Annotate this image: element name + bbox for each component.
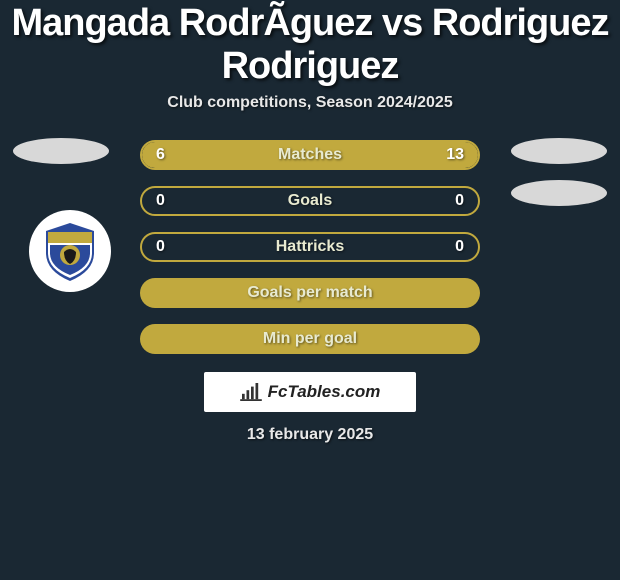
- stat-label: Min per goal: [140, 330, 480, 348]
- watermark-badge[interactable]: FcTables.com: [204, 372, 416, 412]
- stat-bar: 0 Goals 0: [140, 186, 480, 216]
- stat-bar: 6 Matches 13: [140, 140, 480, 170]
- comparison-card: Mangada RodrÃ­guez vs Rodriguez Rodrigue…: [0, 0, 620, 444]
- stat-row-mpg: Min per goal: [0, 316, 620, 362]
- watermark-text: FcTables.com: [268, 382, 381, 402]
- stat-row-gpm: Goals per match: [0, 270, 620, 316]
- stat-label: Goals per match: [140, 284, 480, 302]
- stat-row-goals: 0 Goals 0: [0, 178, 620, 224]
- subtitle: Club competitions, Season 2024/2025: [0, 94, 620, 112]
- stat-bar-full: Goals per match: [140, 278, 480, 308]
- stats-area: 6 Matches 13 0 Goals 0 0 Hattricks 0 G: [0, 132, 620, 362]
- stat-value-right: 0: [455, 238, 464, 256]
- page-title: Mangada RodrÃ­guez vs Rodriguez Rodrigue…: [0, 0, 620, 94]
- stat-bar: 0 Hattricks 0: [140, 232, 480, 262]
- stat-label: Goals: [142, 192, 478, 210]
- stat-row-matches: 6 Matches 13: [0, 132, 620, 178]
- date-label: 13 february 2025: [0, 426, 620, 444]
- bar-chart-icon: [240, 383, 262, 401]
- stat-value-right: 0: [455, 192, 464, 210]
- stat-row-hattricks: 0 Hattricks 0: [0, 224, 620, 270]
- stat-value-right: 13: [446, 146, 464, 164]
- stat-label: Hattricks: [142, 238, 478, 256]
- stat-bar-full: Min per goal: [140, 324, 480, 354]
- stat-label: Matches: [142, 146, 478, 164]
